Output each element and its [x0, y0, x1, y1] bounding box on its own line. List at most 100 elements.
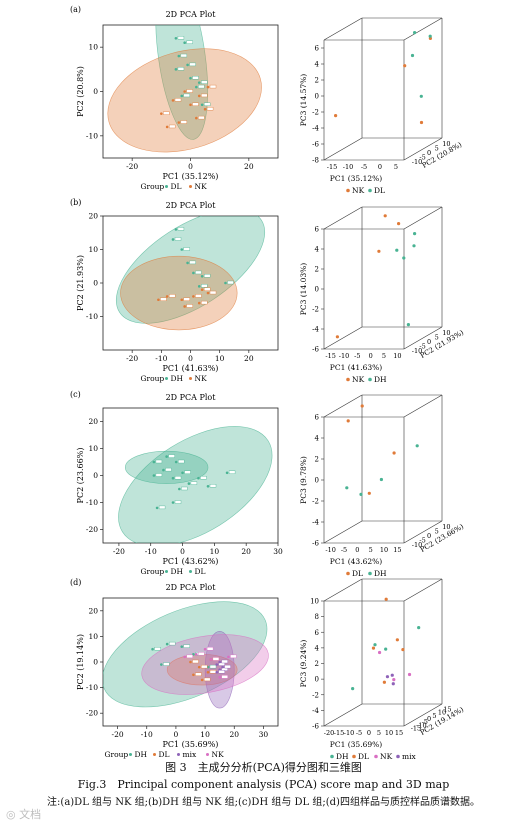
data-point-DL: [174, 37, 178, 40]
data-point-DL: [197, 81, 201, 84]
data-point-mix: [215, 663, 219, 666]
y-tick-label: 20: [88, 212, 98, 221]
pca-2d-panel-3: (d) 2D PCA Plot -20 -10 0 10 20 30 -20 -10 0 10 20 PC…: [70, 578, 279, 759]
point-label-box: [177, 67, 185, 71]
box-edge-depth: [323, 137, 363, 161]
box-edge-depth: [403, 578, 443, 602]
x-axis-label: PC1 (41.63%): [330, 363, 382, 372]
data-point-DH: [417, 625, 421, 630]
z-tick-label: 0: [315, 676, 319, 684]
y-tick-label: 15: [443, 706, 451, 714]
y-tick-label: 10: [438, 709, 446, 717]
data-point-DL: [162, 468, 165, 472]
y-axis-label: PC2 (21.93%): [76, 255, 85, 311]
point-label-box: [168, 294, 176, 298]
panel-letter: (c): [70, 390, 81, 399]
data-point-NK: [335, 335, 339, 339]
data-point-DH: [402, 256, 406, 260]
y-tick-label: -10: [86, 683, 98, 692]
x-axis-label: PC1 (35.69%): [330, 740, 382, 749]
y-tick-label: -10: [86, 131, 98, 140]
point-label-box: [168, 124, 176, 129]
data-point-NK: [200, 288, 204, 292]
point-label-box: [168, 641, 176, 646]
x-tick-label: -5: [356, 729, 362, 737]
x-tick-label: 10: [393, 352, 401, 360]
data-point-mix: [215, 670, 219, 674]
y-tick-label: 10: [442, 140, 450, 148]
data-point-NK: [334, 114, 338, 118]
data-point-NK: [206, 85, 210, 89]
z-tick-label: 2: [315, 456, 319, 464]
point-label-box: [174, 98, 182, 102]
point-label-box: [209, 290, 217, 295]
data-point-NK: [227, 655, 230, 659]
legend-marker-DH: [368, 377, 372, 382]
legend-marker-NK: [206, 753, 209, 756]
point-label-box: [203, 287, 211, 291]
x-tick-label: -10: [155, 354, 167, 363]
legend-label: DL: [171, 182, 182, 191]
legend-marker-NK: [189, 185, 192, 188]
x-tick-label: -15: [334, 729, 344, 737]
point-label-box: [221, 659, 228, 664]
x-tick-label: 30: [273, 547, 283, 556]
data-point-DH: [359, 492, 363, 496]
x-tick-label: -5: [341, 546, 347, 554]
z-tick-label: 6: [315, 45, 320, 53]
point-label-box: [227, 280, 234, 285]
z-tick-label: -4: [312, 519, 319, 527]
legend-marker-DH: [368, 571, 372, 576]
x-tick-label: 30: [259, 730, 269, 739]
panel-letter: (a): [70, 5, 81, 14]
data-point-DL: [206, 670, 210, 674]
legend-title: Group: [141, 374, 165, 383]
box-edge-depth: [403, 326, 443, 350]
point-label-box: [218, 670, 225, 674]
point-label-box: [181, 486, 188, 491]
chart-title: 2D PCA Plot: [166, 583, 217, 592]
data-point-DH: [155, 506, 159, 510]
x-tick-label: 10: [385, 729, 393, 737]
legend-marker-NK: [189, 377, 192, 380]
data-point-mix: [391, 682, 395, 686]
data-point-DH: [412, 244, 416, 248]
legend-label: DH: [171, 374, 184, 383]
data-point-DL: [401, 647, 405, 652]
point-label-box: [201, 80, 208, 84]
x-tick-label: 0: [188, 162, 193, 171]
data-point-DL: [367, 491, 371, 495]
data-point-DH: [206, 485, 210, 488]
point-label-box: [177, 459, 185, 464]
box-edge-depth: [403, 137, 443, 161]
data-point-NK: [218, 676, 221, 679]
data-point-DL: [189, 660, 192, 664]
y-tick-label: 10: [88, 43, 98, 52]
data-point-DH: [165, 642, 169, 646]
legend-marker-DL: [352, 754, 356, 759]
x-axis-label: PC1 (35.12%): [330, 174, 382, 183]
data-point-NK: [180, 298, 184, 302]
point-label-box: [163, 111, 170, 115]
z-tick-label: 2: [315, 77, 319, 85]
data-point-NK: [397, 222, 401, 226]
confidence-ellipse-DL: [124, 450, 209, 484]
x-tick-label: 0: [174, 730, 179, 739]
point-label-box: [203, 102, 211, 107]
data-point-DH: [351, 687, 355, 691]
chart-title: 2D PCA Plot: [166, 10, 217, 19]
data-point-NK: [157, 298, 160, 302]
legend-label: mix: [402, 752, 417, 761]
point-label-box: [192, 75, 199, 80]
point-label-box: [189, 62, 196, 67]
x-tick-label: -20: [126, 162, 138, 171]
y-tick-label: 20: [88, 417, 98, 426]
point-label-box: [189, 260, 196, 265]
y-tick-label: -15: [411, 724, 421, 732]
legend-marker-DH: [330, 754, 334, 759]
x-tick-label: 20: [229, 730, 239, 739]
legend-label: DL: [195, 567, 206, 576]
data-point-DH: [415, 444, 419, 448]
point-label-box: [174, 476, 182, 480]
